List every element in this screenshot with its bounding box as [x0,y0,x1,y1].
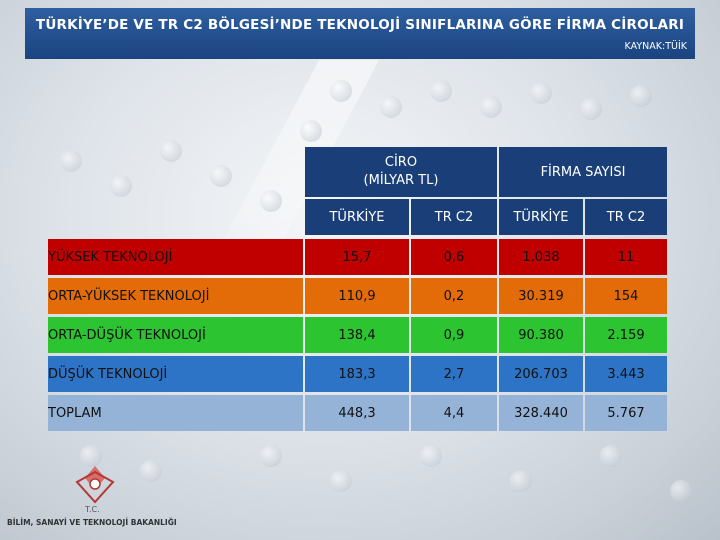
cell-firma-turkiye: 30.319 [499,278,583,314]
row-label: TOPLAM [48,405,102,421]
dot-decoration [670,480,692,502]
cell-firma-tr-c2: 5.767 [585,395,667,431]
cell-ciro-turkiye: 110,9 [305,278,409,314]
cell-firma-tr-c2: 154 [585,278,667,314]
table-row [48,278,303,314]
table-row [48,395,303,431]
dot-decoration [430,80,452,102]
dot-decoration [530,82,552,104]
dot-decoration [330,80,352,102]
dot-decoration [140,460,162,482]
row-label: ORTA-YÜKSEK TEKNOLOJİ [48,288,210,304]
dot-decoration [160,140,182,162]
dot-decoration [260,445,282,467]
dot-decoration [380,96,402,118]
subheader-ciro-turkiye: TÜRKİYE [305,199,409,235]
cell-ciro-turkiye: 183,3 [305,356,409,392]
dot-decoration [110,175,132,197]
cell-ciro-tr-c2: 0,2 [411,278,497,314]
logo-tc-label: T.C. [85,505,100,514]
cell-ciro-tr-c2: 0,9 [411,317,497,353]
dot-decoration [600,445,622,467]
row-label: DÜŞÜK TEKNOLOJİ [48,366,168,382]
slide-title: TÜRKİYE’DE VE TR C2 BÖLGESİ’NDE TEKNOLOJ… [35,17,685,33]
cell-ciro-tr-c2: 0,6 [411,239,497,275]
title-bar: TÜRKİYE’DE VE TR C2 BÖLGESİ’NDE TEKNOLOJ… [25,8,695,59]
cell-ciro-turkiye: 448,3 [305,395,409,431]
cell-ciro-tr-c2: 4,4 [411,395,497,431]
firma-group-header: FİRMA SAYISI [499,147,667,197]
subheader-ciro-tr-c2: TR C2 [411,199,497,235]
cell-firma-turkiye: 206.703 [499,356,583,392]
ministry-logo-area: T.C. BİLİM, SANAYİ VE TEKNOLOJİ BAKANLIĞ… [5,462,235,537]
dot-decoration [80,445,102,467]
dot-decoration [510,470,532,492]
row-label: ORTA-DÜŞÜK TEKNOLOJİ [48,327,206,343]
ministry-logo-icon [75,466,115,504]
row-label: YÜKSEK TEKNOLOJİ [48,249,173,265]
table-row [48,239,303,275]
cell-firma-tr-c2: 2.159 [585,317,667,353]
dot-decoration [260,190,282,212]
subheader-firma-turkiye: TÜRKİYE [499,199,583,235]
source-label: KAYNAK:TÜİK [624,41,687,52]
cell-ciro-tr-c2: 2,7 [411,356,497,392]
cell-firma-turkiye: 1.038 [499,239,583,275]
logo-ministry-name: BİLİM, SANAYİ VE TEKNOLOJİ BAKANLIĞI [7,518,177,527]
ciro-group-header: CİRO (MİLYAR TL) [305,147,497,197]
table-row [48,317,303,353]
dot-decoration [580,98,602,120]
dot-decoration [480,96,502,118]
cell-firma-turkiye: 328.440 [499,395,583,431]
cell-firma-turkiye: 90.380 [499,317,583,353]
cell-firma-tr-c2: 3.443 [585,356,667,392]
cell-ciro-turkiye: 138,4 [305,317,409,353]
dot-decoration [420,445,442,467]
cell-firma-tr-c2: 11 [585,239,667,275]
subheader-firma-tr-c2: TR C2 [585,199,667,235]
dot-decoration [330,470,352,492]
dot-decoration [630,85,652,107]
dot-decoration [300,120,322,142]
dot-decoration [60,150,82,172]
dot-decoration [210,165,232,187]
cell-ciro-turkiye: 15,7 [305,239,409,275]
table-row [48,356,303,392]
